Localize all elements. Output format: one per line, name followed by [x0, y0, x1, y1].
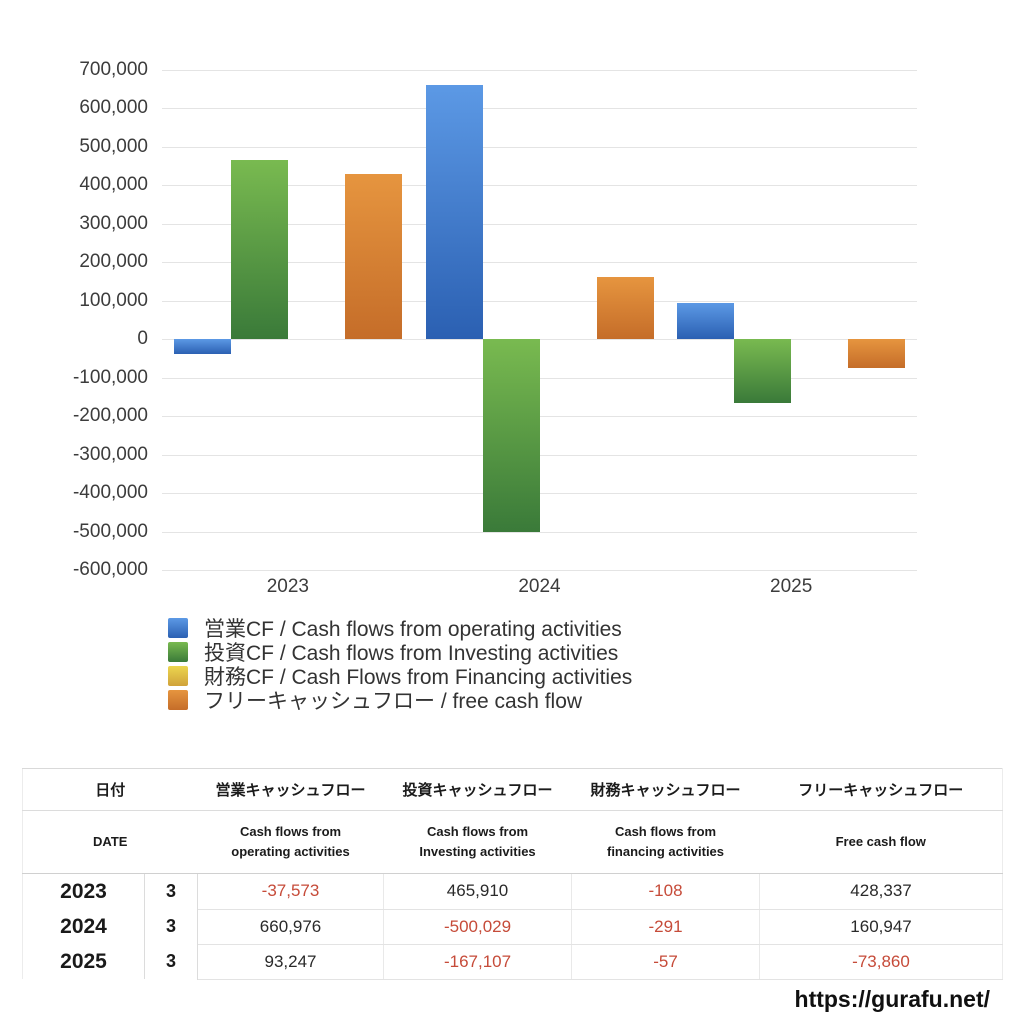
legend-item: フリーキャッシュフロー / free cash flow — [168, 688, 632, 713]
value-cell: -108 — [571, 873, 761, 910]
y-axis-tick-label: -400,000 — [72, 482, 148, 504]
x-axis-category-label: 2023 — [266, 576, 309, 597]
legend-item-label: 営業CF / Cash flows from operating activit… — [204, 618, 622, 641]
gridline — [162, 300, 917, 302]
value-cell: 465,910 — [383, 873, 573, 910]
y-axis-tick-label: 300,000 — [79, 212, 148, 234]
gridline — [162, 416, 917, 418]
bar — [482, 339, 540, 532]
table-row: 2025 3 93,247 -167,107 -57 -73,860 — [22, 944, 1003, 980]
y-axis-tick-label: 100,000 — [79, 289, 148, 311]
year-cell: 2025 — [22, 944, 145, 979]
x-axis-category-label: 2024 — [518, 576, 561, 597]
legend-item: 投資CF / Cash flows from Investing activit… — [168, 640, 632, 665]
y-axis-tick-label: -200,000 — [72, 405, 148, 427]
value-cell: -57 — [571, 944, 761, 980]
gridline — [162, 570, 917, 571]
bar — [596, 277, 654, 340]
month-cell: 3 — [144, 944, 199, 979]
bar — [173, 339, 231, 354]
legend-color-swatch — [168, 618, 188, 638]
y-axis-tick-label: 0 — [137, 328, 148, 350]
value-cell: -167,107 — [383, 944, 573, 980]
y-axis-tick-label: -600,000 — [72, 559, 148, 580]
table-header-cell-jp: フリーキャッシュフロー — [759, 768, 1003, 811]
y-axis-tick-label: -300,000 — [72, 443, 148, 465]
y-axis-tick-label: 200,000 — [79, 251, 148, 273]
gridline — [162, 146, 917, 148]
table-header-cell-en: Cash flows from Investing activities — [383, 810, 572, 874]
bar — [344, 174, 402, 340]
month-cell: 3 — [144, 909, 199, 944]
table-header-row-jp: 日付 営業キャッシュフロー 投資キャッシュフロー 財務キャッシュフロー フリーキャッシュ… — [22, 768, 1003, 811]
value-cell: -500,029 — [383, 909, 573, 945]
cashflow-data-table: 日付 営業キャッシュフロー 投資キャッシュフロー 財務キャッシュフロー フリーキャッシュ… — [22, 768, 1004, 980]
gridline — [162, 339, 917, 341]
y-axis-tick-label: 400,000 — [79, 174, 148, 196]
bar — [677, 303, 735, 340]
table-header-cell-en: Cash flows from operating activities — [197, 810, 384, 874]
bar — [425, 85, 483, 340]
y-axis-tick-label: 700,000 — [79, 59, 148, 80]
value-cell: 93,247 — [197, 944, 385, 980]
value-cell: 428,337 — [759, 873, 1003, 910]
plot-area — [162, 70, 917, 571]
value-cell: -37,573 — [197, 873, 385, 910]
value-cell: 160,947 — [759, 909, 1003, 945]
table-header-cell-en: Free cash flow — [759, 810, 1003, 874]
table-header-cell-jp: 営業キャッシュフロー — [197, 768, 384, 811]
site-url: https://gurafu.net/ — [794, 986, 990, 1012]
gridline — [162, 108, 917, 110]
table-row: 2024 3 660,976 -500,029 -291 160,947 — [22, 909, 1003, 945]
gridline — [162, 377, 917, 379]
value-cell: -291 — [571, 909, 761, 945]
gridline — [162, 70, 917, 71]
gridline — [162, 493, 917, 495]
bar — [230, 160, 288, 340]
month-cell: 3 — [144, 873, 199, 909]
table-header-cell-jp: 投資キャッシュフロー — [383, 768, 572, 811]
bar — [848, 339, 906, 368]
year-cell: 2024 — [22, 909, 145, 944]
date-header-en: DATE — [22, 810, 198, 874]
table-row: 2023 3 -37,573 465,910 -108 428,337 — [22, 873, 1003, 910]
table-header-cell-jp: 財務キャッシュフロー — [571, 768, 760, 811]
legend-item: 財務CF / Cash Flows from Financing activit… — [168, 664, 633, 689]
legend-item-label: 財務CF / Cash Flows from Financing activit… — [204, 666, 633, 689]
y-axis-tick-label: 600,000 — [79, 97, 148, 119]
legend-color-swatch — [168, 666, 188, 686]
legend-item-label: 投資CF / Cash flows from Investing activit… — [204, 642, 619, 665]
table-body: 2023 3 -37,573 465,910 -108 428,337 2024 3 660,9… — [22, 873, 1003, 980]
year-cell: 2023 — [22, 873, 145, 909]
legend-item-label: フリーキャッシュフロー / free cash flow — [204, 690, 583, 713]
legend-color-swatch — [168, 642, 188, 662]
legend-color-swatch — [168, 690, 188, 710]
table-header: 日付 営業キャッシュフロー 投資キャッシュフロー 財務キャッシュフロー フリーキャッシュ… — [22, 768, 1003, 874]
chart-legend: 営業CF / Cash flows from operating activit… — [168, 616, 633, 713]
cashflow-bar-chart: 700,000 600,000 500,000 400,000 300,000 200,0… — [72, 59, 917, 597]
gridline — [162, 262, 917, 264]
x-axis-category-label: 2025 — [770, 576, 813, 597]
y-axis-tick-label: -100,000 — [72, 366, 148, 388]
gridline — [162, 223, 917, 225]
table-header-row-en: DATE Cash flows from operating activities… — [22, 810, 1003, 874]
y-axis-tick-label: -500,000 — [72, 520, 148, 542]
gridline — [162, 531, 917, 533]
value-cell: -73,860 — [759, 944, 1003, 980]
date-header-jp: 日付 — [22, 768, 198, 811]
legend-item: 営業CF / Cash flows from operating activit… — [168, 616, 632, 641]
gridline — [162, 185, 917, 187]
table-header-cell-en: Cash flows from financing activities — [571, 810, 760, 874]
value-cell: 660,976 — [197, 909, 385, 945]
gridline — [162, 454, 917, 456]
y-axis-tick-label: 500,000 — [79, 135, 148, 157]
bar — [734, 339, 792, 404]
